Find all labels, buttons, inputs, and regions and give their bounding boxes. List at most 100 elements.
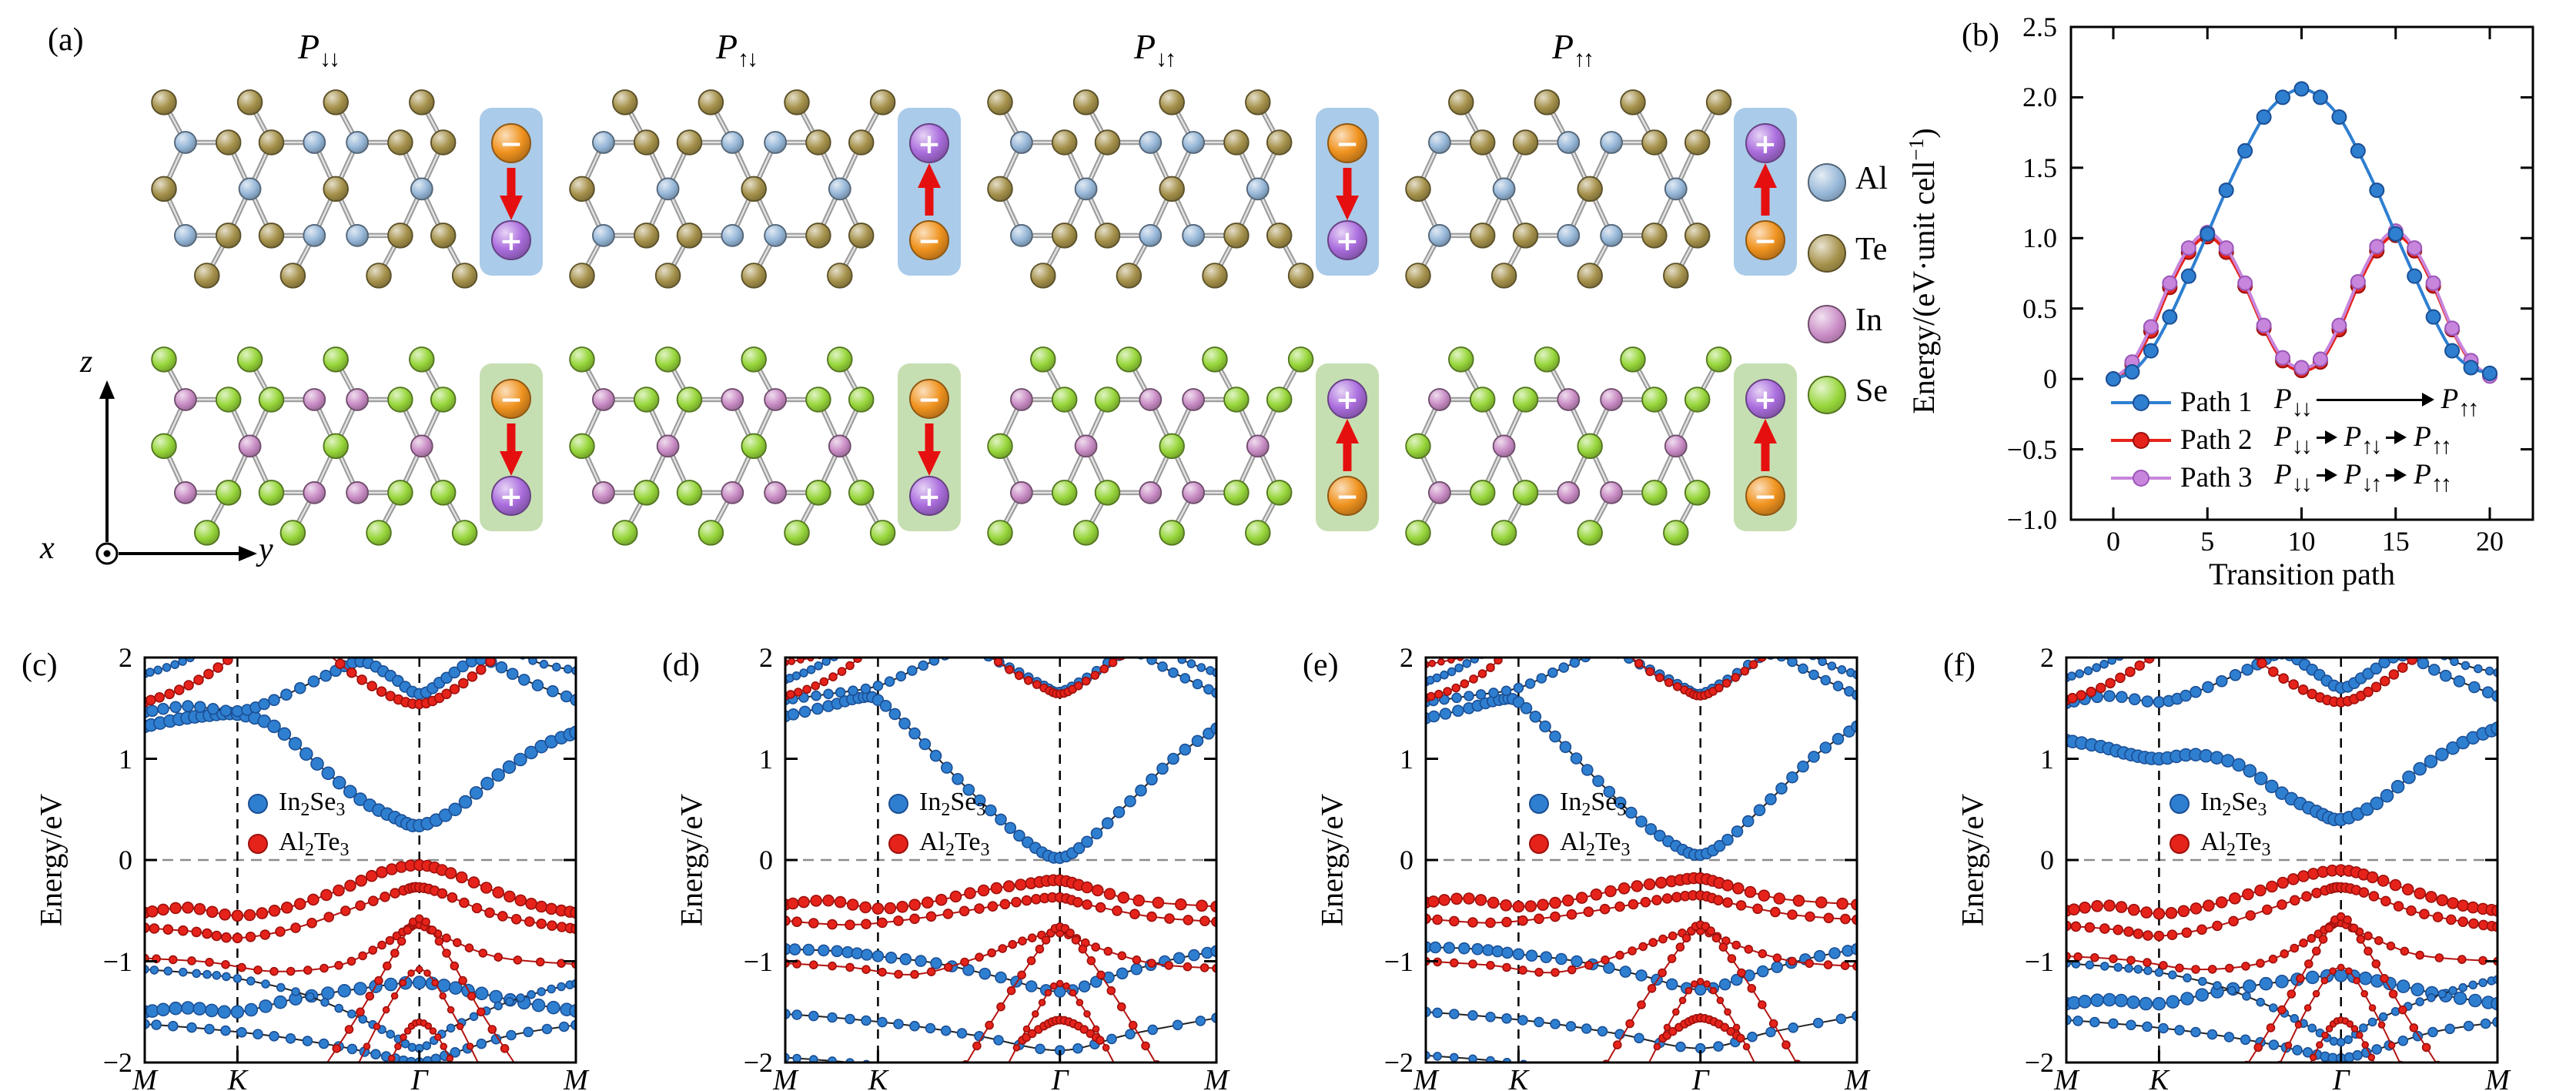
charge-sign: −	[1754, 226, 1777, 257]
legend-formula: Al2Te3	[919, 827, 990, 860]
panel-c-ytick: 1	[119, 743, 132, 775]
legend-dot-icon	[248, 834, 268, 854]
structure-in2se3-3	[987, 346, 1314, 546]
legend-marker	[2111, 469, 2171, 487]
axis-y-label: y	[259, 532, 273, 567]
panel-c-ytick: 0	[119, 845, 132, 875]
panel-c-ylabel: Energy/eV	[33, 793, 69, 927]
panel-c-ytick: 2	[119, 642, 132, 673]
legend-dot-icon	[1529, 794, 1549, 814]
panel-f-ytick: 1	[2040, 743, 2054, 775]
charge-sign: +	[500, 226, 523, 257]
bands-c	[145, 658, 576, 1063]
panel-b-label: (b)	[1962, 18, 1999, 53]
band-legend-in2se3: In2Se3	[1529, 784, 1631, 824]
legend-label-te: Te	[1855, 232, 1888, 267]
panel-b-xtick: 5	[2200, 526, 2215, 557]
panel-c-kpoint: Γ	[410, 1064, 428, 1091]
legend-formula: In2Se3	[919, 787, 986, 820]
polarization-box-top-1: −+	[480, 108, 543, 276]
p-sub: ↓↓	[319, 46, 340, 72]
p-config-label-3: P↓↑	[1077, 26, 1231, 72]
legend-formula: In2Se3	[2200, 787, 2267, 820]
legend-series-name: Path 3	[2180, 462, 2253, 494]
band-panel-e	[1424, 656, 1858, 1064]
panel-a-label: (a)	[48, 22, 84, 58]
panel-b-chart	[2069, 25, 2534, 521]
polarization-box-top-2: +−	[898, 108, 961, 276]
panel-c-kpoint: M	[564, 1064, 588, 1091]
legend-marker	[2111, 431, 2171, 449]
legend-dot-icon	[248, 794, 268, 814]
panel-e-ylabel: Energy/eV	[1314, 793, 1350, 927]
ylabel-sup: −1	[1904, 138, 1928, 161]
band-legend-al2te3: Al2Te3	[1529, 824, 1631, 864]
panel-e-ytick: 1	[1400, 743, 1413, 775]
legend-label-se: Se	[1855, 373, 1888, 409]
p-config-label-4: P↑↑	[1495, 26, 1649, 72]
legend-series-name: Path 1	[2180, 387, 2253, 418]
arrow-icon	[2316, 430, 2337, 443]
panel-f-label: (f)	[1943, 648, 1975, 683]
panel-c-ytick: −2	[102, 1047, 132, 1078]
panel-d-ytick: 0	[759, 845, 773, 875]
legend-formula: Al2Te3	[2200, 827, 2271, 860]
panel-b-ytick: 1.0	[2022, 223, 2057, 254]
panel-b-ytick: −1.0	[2006, 504, 2057, 535]
axis-z-label: z	[80, 344, 93, 380]
panel-d-ylabel: Energy/eV	[674, 793, 709, 927]
legend-marker	[2111, 393, 2171, 411]
charge-sign: +	[500, 481, 523, 513]
panel-d-kpoint: K	[868, 1064, 888, 1091]
charge-sign: −	[918, 226, 941, 257]
panel-e-ytick: −2	[1383, 1047, 1413, 1078]
panel-b-ytick: 2.5	[2022, 12, 2057, 42]
legend-sphere-al	[1808, 163, 1846, 202]
panel-f-kpoint: K	[2149, 1064, 2170, 1091]
polarization-box-bottom-2: −+	[898, 363, 961, 531]
arrow-icon	[2386, 468, 2407, 481]
ylabel-text: Energy/(eV·unit cell	[1906, 160, 1942, 414]
legend-sphere-se	[1808, 376, 1846, 414]
structure-in2se3-1	[151, 346, 478, 546]
legend-sphere-te	[1808, 234, 1846, 273]
charge-sign: +	[1336, 226, 1359, 257]
band-legend-in2se3: In2Se3	[2170, 784, 2271, 824]
panel-d-kpoint: Γ	[1051, 1064, 1069, 1091]
panel-d-kpoint: M	[773, 1064, 798, 1091]
panel-e-kpoint: M	[1413, 1064, 1438, 1091]
legend-route: P↓↓ P↓↑ P↑↑	[2274, 459, 2452, 497]
panel-d-legend: In2Se3 Al2Te3	[888, 784, 990, 864]
legend-label-in: In	[1855, 303, 1882, 338]
p-symbol: P	[297, 27, 320, 66]
band-legend-al2te3: Al2Te3	[888, 824, 990, 864]
panel-d-ytick: 2	[759, 642, 773, 673]
arrow-icon	[2386, 430, 2407, 443]
legend-dot-icon	[888, 834, 908, 854]
bands-d	[785, 658, 1216, 1063]
legend-formula: Al2Te3	[1560, 827, 1631, 860]
panel-f-legend: In2Se3 Al2Te3	[2170, 784, 2271, 864]
panel-c-label: (c)	[22, 648, 58, 683]
band-panel-d	[784, 656, 1218, 1064]
polarization-box-bottom-4: +−	[1734, 363, 1797, 531]
panel-f-ytick: 2	[2040, 642, 2054, 673]
panel-e-ytick: 2	[1400, 642, 1413, 673]
legend-route: P↓↓ P↑↓ P↑↑	[2274, 421, 2452, 459]
p-sub: ↓↑	[1156, 46, 1176, 72]
panel-d-ytick: −1	[743, 945, 773, 977]
legend-row-path-2: Path 2 P↓↓ P↑↓ P↑↑	[2111, 421, 2477, 459]
panel-b-ytick: 1.5	[2022, 152, 2057, 183]
panel-b-xlabel: Transition path	[2209, 557, 2395, 591]
bands-e	[1426, 658, 1857, 1063]
band-panel-f	[2065, 656, 2499, 1064]
panel-c-ytick: −1	[102, 945, 132, 977]
legend-route: P↓↓ P↑↑	[2274, 383, 2479, 421]
p-symbol: P	[1551, 27, 1574, 66]
panel-b-ytick: 2.0	[2022, 82, 2057, 113]
panel-d-kpoint: M	[1204, 1064, 1229, 1091]
panel-b-xtick: 10	[2287, 526, 2316, 557]
band-legend-in2se3: In2Se3	[888, 784, 990, 824]
